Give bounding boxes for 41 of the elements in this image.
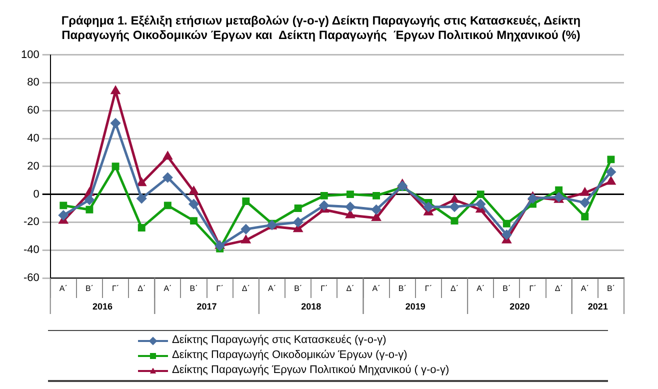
y-tick-label: -60 — [23, 272, 40, 284]
y-tick-label: 60 — [27, 104, 40, 117]
y-tick-label: 40 — [27, 132, 40, 145]
x-tick-label: Α΄ — [580, 284, 589, 294]
x-tick-label: Γ΄ — [112, 284, 120, 294]
legend-label: Δείκτης Παραγωγής στις Κατασκευές (γ-ο-γ) — [172, 333, 386, 348]
x-tick-label: Β΄ — [606, 284, 615, 294]
chart-title: Γράφημα 1. Εξέλιξη ετήσιων μεταβολών (γ-ο-γ) Δείκτη Παραγωγής στις Κατασκευές, Δείκτη Παραγωγής Οικοδομικών Έργων και Δείκτη Παραγωγής Έργων Πολιτικού Μηχανικού (%) — [61, 14, 581, 42]
x-tick-label: Γ΄ — [529, 284, 536, 294]
text: 2019 — [405, 301, 426, 312]
y-tick-label: 0 — [33, 188, 40, 200]
text: 2016 — [92, 301, 113, 312]
text: 2017 — [196, 301, 217, 312]
y-tick-label: 100 — [20, 48, 40, 61]
x-tick-label: Α΄ — [164, 284, 172, 294]
x-tick-label: Β΄ — [294, 284, 302, 294]
y-tick-label: 20 — [27, 160, 40, 172]
text: 2020 — [510, 301, 530, 312]
x-tick-label: Δ΄ — [554, 284, 563, 294]
x-tick-label: Β΄ — [85, 284, 94, 294]
x-tick-label: Α΄ — [476, 284, 485, 294]
x-tick-label: Β΄ — [398, 284, 406, 294]
y-tick-label: 80 — [27, 76, 40, 89]
x-tick-label: Β΄ — [190, 284, 198, 294]
legend-label: Δείκτης Παραγωγής Έργων Πολιτικού Μηχανικού ( γ-ο-γ) — [172, 363, 450, 378]
x-tick-label: Δ΄ — [450, 284, 459, 294]
x-tick-label: Δ΄ — [138, 284, 146, 294]
x-tick-label: Α΄ — [268, 284, 276, 294]
text: 2018 — [301, 301, 322, 312]
x-tick-label: Α΄ — [372, 284, 380, 294]
y-tick-label: -20 — [23, 216, 40, 228]
x-tick-label: Β΄ — [502, 284, 511, 294]
legend-label: Δείκτης Παραγωγής Οικοδομικών Έργων (γ-ο-γ) — [172, 348, 408, 363]
x-tick-label: Α΄ — [59, 284, 68, 294]
x-tick-label: Δ΄ — [346, 284, 354, 294]
x-tick-label: Γ΄ — [424, 284, 432, 294]
x-tick-label: Γ΄ — [320, 284, 328, 294]
x-tick-label: Γ΄ — [216, 284, 224, 294]
x-tick-label: Δ΄ — [242, 284, 250, 294]
y-tick-label: -40 — [23, 244, 40, 256]
text: 2021 — [588, 301, 608, 312]
